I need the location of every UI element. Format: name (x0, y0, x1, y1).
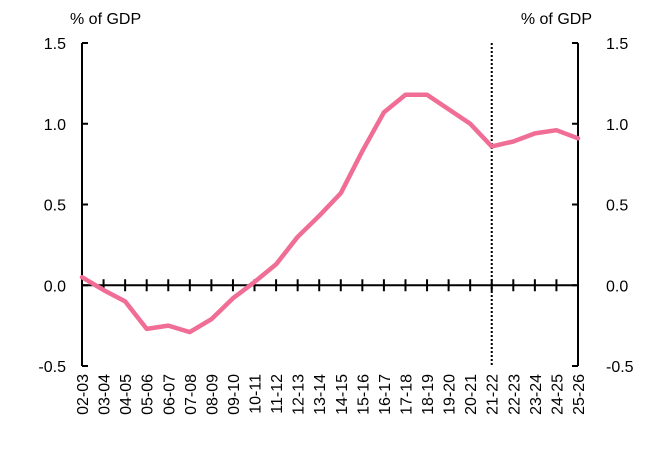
series-line-0 (79, 92, 581, 335)
right-y-tick-label: 0.0 (606, 278, 628, 295)
right-y-tick-label: 1.0 (606, 117, 628, 134)
x-tick-label: 23-24 (528, 374, 545, 415)
x-tick-label: 21-22 (485, 374, 502, 415)
x-tick-label: 16-17 (377, 374, 394, 415)
left-y-tick-label: 0.5 (44, 198, 66, 215)
x-tick-label: 14-15 (334, 374, 351, 415)
x-tick-label: 22-23 (506, 374, 523, 415)
right-y-tick-label: -0.5 (606, 359, 634, 376)
labels-layer: 1.5 1.5 1.0 1.0 0.5 0.5 0.0 0.0 -0.5 -0.5 02-03 03-… (38, 11, 633, 415)
x-tick-label: 15-16 (355, 374, 372, 415)
x-tick-label: 06-07 (161, 374, 178, 415)
left-y-tick-label: 1.0 (44, 117, 66, 134)
x-tick-label: 20-21 (463, 374, 480, 415)
x-tick-label: 18-19 (420, 374, 437, 415)
x-tick-label: 13-14 (312, 374, 329, 415)
x-tick-label: 19-20 (442, 374, 459, 415)
left-y-tick-label: -0.5 (38, 359, 66, 376)
x-tick-label: 05-06 (140, 374, 157, 415)
x-tick-label: 02-03 (75, 374, 92, 415)
right-y-tick-label: 0.5 (606, 198, 628, 215)
right-y-tick-label: 1.5 (606, 36, 628, 53)
x-tick-label: 09-10 (226, 374, 243, 415)
x-tick-label: 17-18 (398, 374, 415, 415)
x-tick-label: 12-13 (291, 374, 308, 415)
series-layer (79, 92, 581, 335)
x-tick-label: 25-26 (571, 374, 588, 415)
right-axis-label: % of GDP (521, 11, 592, 28)
x-tick-label: 04-05 (118, 374, 135, 415)
left-y-tick-label: 0.0 (44, 278, 66, 295)
x-tick-label: 07-08 (183, 374, 200, 415)
x-tick-label: 11-12 (269, 374, 286, 414)
x-tick-label: 10-11 (248, 374, 265, 414)
left-y-tick-label: 1.5 (44, 36, 66, 53)
left-axis-label: % of GDP (70, 11, 141, 28)
x-tick-label: 24-25 (549, 374, 566, 415)
x-tick-label: 03-04 (97, 374, 114, 415)
tick-marks-layer (81, 42, 579, 367)
x-tick-label: 08-09 (204, 374, 221, 415)
